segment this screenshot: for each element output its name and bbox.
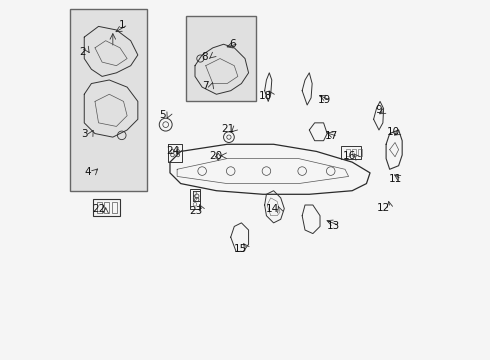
Bar [352, 149, 356, 156]
Text: 24: 24 [166, 146, 179, 156]
Text: 19: 19 [318, 95, 331, 105]
Bar [97, 202, 102, 213]
Text: 9: 9 [376, 105, 382, 115]
Text: 11: 11 [389, 174, 402, 184]
Bar [346, 149, 350, 156]
Text: 14: 14 [266, 204, 279, 214]
Text: 13: 13 [327, 221, 340, 231]
Text: 2: 2 [79, 47, 86, 57]
Text: 22: 22 [93, 204, 106, 214]
Text: 16: 16 [343, 151, 356, 161]
Bar [104, 202, 109, 213]
Bar [190, 189, 200, 208]
Text: 7: 7 [202, 81, 208, 91]
Bar [342, 146, 361, 158]
Text: 18: 18 [259, 91, 272, 101]
Bar [112, 202, 117, 213]
Text: 6: 6 [229, 39, 236, 49]
Text: 5: 5 [159, 110, 166, 120]
Text: 1: 1 [119, 19, 125, 30]
Bar [358, 149, 362, 156]
Text: 20: 20 [209, 151, 222, 161]
Text: 10: 10 [387, 127, 400, 137]
Bar [93, 199, 120, 216]
Bar [186, 16, 256, 102]
Text: 12: 12 [377, 203, 390, 213]
Text: 8: 8 [202, 52, 208, 62]
Bar [70, 9, 147, 191]
Text: 15: 15 [234, 244, 247, 253]
Text: 23: 23 [190, 206, 203, 216]
Text: 3: 3 [82, 129, 88, 139]
Text: 17: 17 [325, 131, 338, 141]
Text: 21: 21 [221, 124, 235, 134]
Text: 4: 4 [84, 167, 91, 177]
